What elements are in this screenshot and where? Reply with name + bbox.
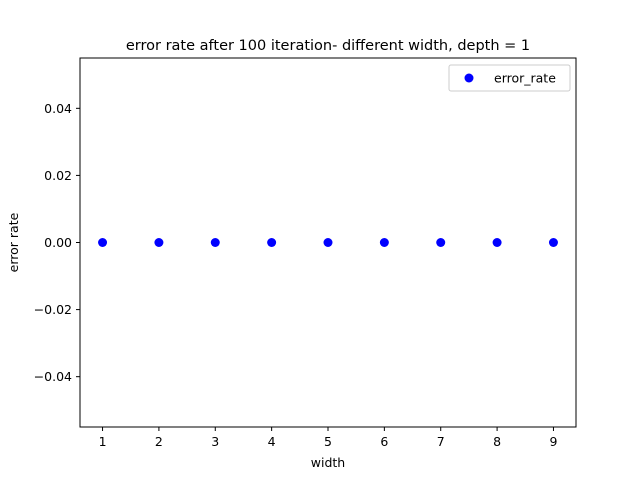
y-tick-label: −0.04 <box>34 369 72 384</box>
chart-title: error rate after 100 iteration- differen… <box>126 38 530 54</box>
data-point <box>436 238 446 247</box>
scatter-points <box>98 238 558 247</box>
x-tick-label: 7 <box>437 434 445 449</box>
x-axis: 1 2 3 4 5 6 7 8 9 <box>99 427 557 449</box>
y-tick-label: 0.00 <box>44 235 72 250</box>
x-tick-label: 9 <box>549 434 557 449</box>
x-tick-label: 8 <box>493 434 501 449</box>
y-axis-label: error rate <box>6 212 21 272</box>
x-axis-label: width <box>311 455 345 470</box>
x-tick-label: 1 <box>99 434 107 449</box>
y-tick-label: 0.04 <box>44 101 72 116</box>
x-tick-label: 5 <box>324 434 332 449</box>
x-tick-label: 3 <box>211 434 219 449</box>
legend-box <box>448 64 571 92</box>
data-point <box>210 238 220 247</box>
x-tick-label: 2 <box>155 434 163 449</box>
x-tick-label: 6 <box>380 434 388 449</box>
data-point <box>323 238 333 247</box>
y-tick-label: 0.02 <box>44 168 72 183</box>
legend-entry-label: error_rate <box>494 71 556 86</box>
y-tick-label: −0.02 <box>34 302 72 317</box>
legend: error_rate <box>448 64 571 92</box>
data-point <box>379 238 389 247</box>
legend-marker <box>464 73 474 83</box>
data-point <box>98 238 108 247</box>
data-point <box>267 238 277 247</box>
y-axis: −0.04 −0.02 0.00 0.02 0.04 <box>34 101 80 384</box>
data-point <box>154 238 164 247</box>
data-point <box>548 238 558 247</box>
x-tick-label: 4 <box>268 434 276 449</box>
data-point <box>492 238 502 247</box>
